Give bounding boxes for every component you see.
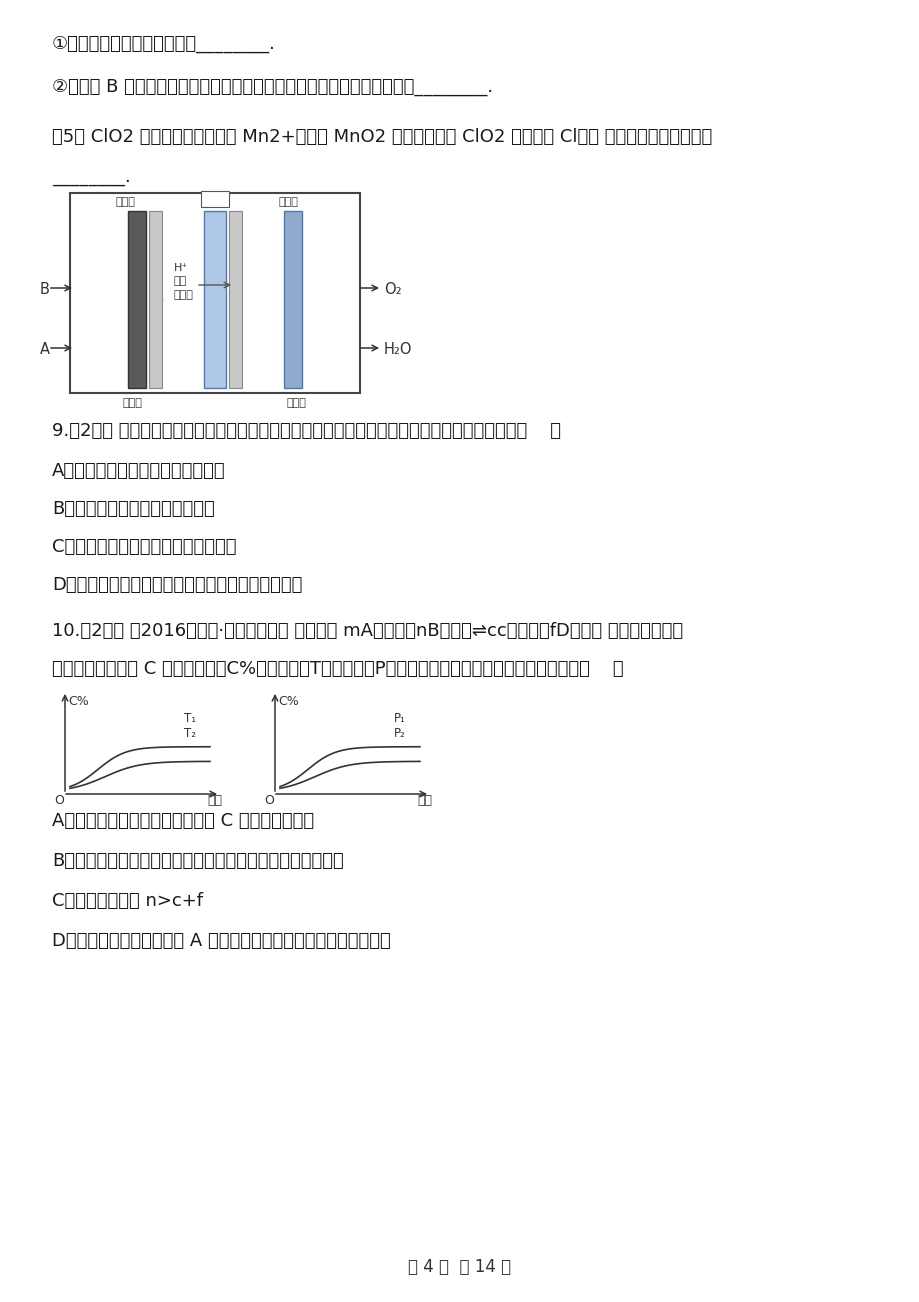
Text: A．达到平衡后，若使用却化剂， C 的体积分数增大: A．达到平衡后，若使用却化剂， C 的体积分数增大	[52, 812, 313, 829]
Text: 乙电极: 乙电极	[278, 197, 299, 207]
Text: 9.（2分） 糖类、脂肪和蛋白质是维持人体生命活动所必需的三大营养物质，以下叙述正确的是（    ）: 9.（2分） 糖类、脂肪和蛋白质是维持人体生命活动所必需的三大营养物质，以下叙述…	[52, 422, 561, 440]
Text: B．达到平衡后，若使温度升高，化学平衡向逆反应方向移动: B．达到平衡后，若使温度升高，化学平衡向逆反应方向移动	[52, 852, 344, 870]
Text: 扩散层: 扩散层	[123, 398, 142, 408]
Bar	[128, 211, 146, 388]
Bar	[149, 211, 162, 388]
Text: 扩散层: 扩散层	[287, 398, 307, 408]
Text: 交换膜: 交换膜	[174, 290, 194, 299]
Text: C．葡萄糖能发生氧化反应和水解反应: C．葡萄糖能发生氧化反应和水解反应	[52, 538, 236, 556]
Text: A: A	[40, 342, 50, 357]
Text: O₂: O₂	[383, 283, 402, 297]
Bar	[70, 193, 359, 393]
Bar	[200, 191, 229, 207]
Text: 负极: 负极	[204, 191, 216, 202]
Text: 其它条件不变时， C 的体积分数（C%）与温度（T）和压强（P）的关系如下图所示，下列叙述正确的是（    ）: 其它条件不变时， C 的体积分数（C%）与温度（T）和压强（P）的关系如下图所示…	[52, 660, 623, 678]
Text: 质子: 质子	[174, 276, 187, 286]
Text: 甲电极: 甲电极	[116, 197, 136, 207]
Text: H⁺: H⁺	[151, 298, 165, 309]
Text: ________.: ________.	[52, 168, 130, 186]
Text: P₂: P₂	[393, 727, 405, 740]
Text: ①该反应的化学反应方程式为________.: ①该反应的化学反应方程式为________.	[52, 35, 276, 53]
Text: 第 4 页  共 14 页: 第 4 页 共 14 页	[408, 1258, 511, 1276]
Text: （5） ClO2 可将弱酸性废水中的 Mn2+转化为 MnO2 而除去，同时 ClO2 被还原为 Cl－， 该反应的离子方程式为: （5） ClO2 可将弱酸性废水中的 Mn2+转化为 MnO2 而除去，同时 C…	[52, 128, 711, 146]
Text: 10.（2分） （2016高二上·黑龙江期中） 可逆反应 mA（固）＋nB（气）⇌cc（气）＋fD（气） 反应过程中，当: 10.（2分） （2016高二上·黑龙江期中） 可逆反应 mA（固）＋nB（气）…	[52, 622, 683, 641]
Text: T₂: T₂	[184, 727, 196, 740]
Text: 时间: 时间	[207, 794, 221, 807]
Text: P₁: P₁	[393, 712, 405, 725]
Text: C%: C%	[68, 695, 88, 708]
Text: B．淦粉水解的最终产物是葡萄糖: B．淦粉水解的最终产物是葡萄糖	[52, 500, 214, 518]
Bar	[204, 211, 226, 388]
Text: C．化学方程式中 n>c+f: C．化学方程式中 n>c+f	[52, 892, 203, 910]
Text: T₁: T₁	[184, 712, 196, 725]
Text: O: O	[54, 794, 63, 807]
Text: D．蛋白质溶液遇硫酸铜后产生的沉淠能重新溶于水: D．蛋白质溶液遇硫酸铜后产生的沉淠能重新溶于水	[52, 575, 302, 594]
Text: ②某种以 B 为反应物的新型电池如右所示，该电池的负极的电极反应式为________.: ②某种以 B 为反应物的新型电池如右所示，该电池的负极的电极反应式为______…	[52, 78, 493, 96]
Bar	[229, 211, 242, 388]
Text: A．植物油不能使溃的四氯化碳褮色: A．植物油不能使溃的四氯化碳褮色	[52, 462, 225, 480]
Text: 时间: 时间	[416, 794, 432, 807]
Text: B: B	[40, 283, 50, 297]
Text: O: O	[264, 794, 274, 807]
Text: D．达到化学平衡后，增加 A 的量有利于化学平衡向正反应方向移动: D．达到化学平衡后，增加 A 的量有利于化学平衡向正反应方向移动	[52, 932, 391, 950]
Text: H⁺: H⁺	[174, 263, 188, 273]
Text: H₂O: H₂O	[383, 342, 412, 357]
Bar	[284, 211, 301, 388]
Text: C%: C%	[278, 695, 299, 708]
